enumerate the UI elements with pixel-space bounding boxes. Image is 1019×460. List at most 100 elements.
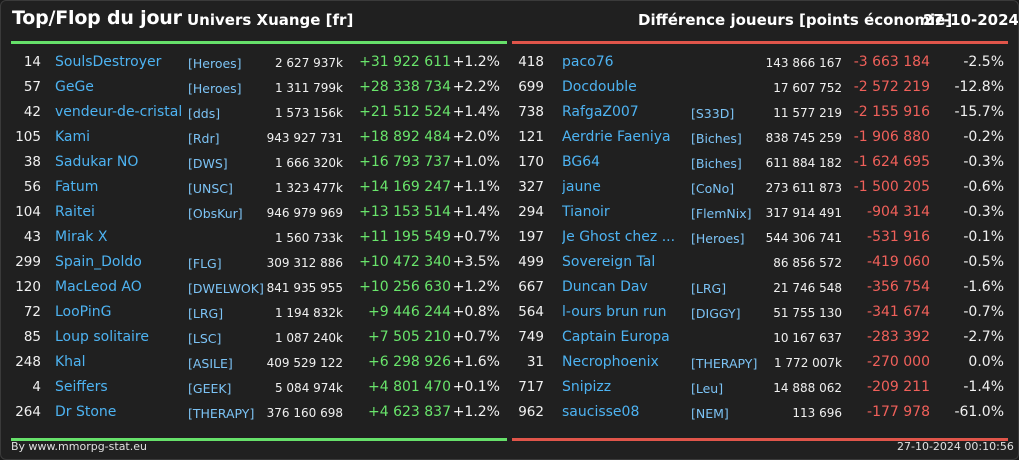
points-difference: -209 211 [867,379,930,395]
guild-tag[interactable]: [S33D] [691,106,735,121]
player-total-points: 86 856 572 [773,256,842,270]
top-panel: 14 SoulsDestroyer [Heroes] 2 627 937k +31 92… [11,41,507,441]
guild-tag[interactable]: [DIGGY] [691,306,741,321]
percent-change: +1.1% [452,179,500,195]
player-name-link[interactable]: saucisse08 [562,404,640,420]
player-name-link[interactable]: RafgaZ007 [562,104,639,120]
player-name-link[interactable]: GeGe [55,79,94,95]
player-name-link[interactable]: Sadukar NO [55,154,139,170]
player-name-link[interactable]: Sovereign Tal [562,254,656,270]
player-rank: 43 [23,229,41,245]
player-total-points: 2 627 937k [274,56,343,70]
player-total-points: 838 745 259 [765,131,842,145]
player-name-link[interactable]: Mirak X [55,229,108,245]
guild-tag[interactable]: [GEEK] [188,381,232,396]
guild-tag[interactable]: [dds] [188,106,221,121]
player-name-link[interactable]: Khal [55,354,86,370]
flop-row: 564 l-ours brun run [DIGGY] 51 755 130 -341 … [512,300,1008,325]
player-name-link[interactable]: LooPinG [55,304,112,320]
flop-row: 499 Sovereign Tal 86 856 572 -419 060 -0.5% [512,250,1008,275]
guild-tag[interactable]: [Leu] [691,381,724,396]
guild-tag[interactable]: [ASILE] [188,356,233,371]
percent-change: +1.4% [452,204,500,220]
points-difference: -531 916 [867,229,930,245]
player-name-link[interactable]: l-ours brun run [562,304,667,320]
percent-change: +1.0% [452,154,500,170]
top-row: 299 Spain_Doldo [FLG] 309 312 886 +10 472 34… [11,250,507,275]
guild-tag[interactable]: [Biches] [691,131,742,146]
points-difference: -1 500 205 [853,179,930,195]
player-name-link[interactable]: MacLeod AO [55,279,142,295]
player-name-link[interactable]: Snipizz [562,379,612,395]
guild-tag[interactable]: [THERAPY] [691,356,758,371]
source-credit[interactable]: By www.mmorpg-stat.eu [11,440,147,453]
percent-change: -61.0% [954,404,1004,420]
points-difference: -356 754 [867,279,930,295]
points-difference: +28 338 734 [359,79,451,95]
top-row: 105 Kami [Rdr] 943 927 731 +18 892 484 +2.0% [11,125,507,150]
player-name-link[interactable]: SoulsDestroyer [55,54,162,70]
player-total-points: 1 311 799k [274,81,343,95]
player-name-link[interactable]: Dr Stone [55,404,117,420]
player-total-points: 17 607 752 [773,81,842,95]
player-name-link[interactable]: Raitei [55,204,95,220]
percent-change: -1.6% [963,279,1004,295]
player-name-link[interactable]: Duncan Dav [562,279,648,295]
guild-tag[interactable]: [LRG] [188,306,224,321]
guild-tag[interactable]: [THERAPY] [188,406,255,421]
guild-tag[interactable]: [DWS] [188,156,228,171]
guild-tag[interactable]: [FlemNix] [691,206,752,221]
points-difference: +9 446 244 [368,304,451,320]
flop-list: 418 paco76 143 866 167 -3 663 184 -2.5% 699 Do… [512,50,1008,425]
player-name-link[interactable]: Tianoir [562,204,610,220]
player-name-link[interactable]: Kami [55,129,91,145]
flop-row: 717 Snipizz [Leu] 14 888 062 -209 211 -1.4% [512,375,1008,400]
percent-change: +1.2% [452,54,500,70]
guild-tag[interactable]: [Heroes] [188,56,242,71]
percent-change: -0.7% [963,304,1004,320]
flop-row: 170 BG64 [Biches] 611 884 182 -1 624 695 -0.3… [512,150,1008,175]
points-difference: -3 663 184 [853,54,930,70]
points-difference: -1 906 880 [853,129,930,145]
metric-label: Différence joueurs [points économie] [638,11,953,29]
points-difference: +16 793 737 [359,154,451,170]
guild-tag[interactable]: [NEM] [691,406,729,421]
player-rank: 248 [15,354,41,370]
player-total-points: 5 084 974k [274,381,343,395]
player-name-link[interactable]: Je Ghost chez ... [562,229,676,245]
guild-tag[interactable]: [FLG] [188,256,222,271]
player-name-link[interactable]: Loup solitaire [55,329,149,345]
guild-tag[interactable]: [DWELWOK] [188,281,264,296]
guild-tag[interactable]: [LRG] [691,281,727,296]
percent-change: +1.6% [452,354,500,370]
player-name-link[interactable]: Spain_Doldo [55,254,142,270]
player-rank: 418 [518,54,544,70]
percent-change: -15.7% [954,104,1004,120]
player-name-link[interactable]: Docdouble [562,79,637,95]
percent-change: -12.8% [954,79,1004,95]
percent-change: +0.7% [452,229,500,245]
points-difference: -283 392 [867,329,930,345]
player-name-link[interactable]: Captain Europa [562,329,670,345]
player-total-points: 11 577 219 [773,106,842,120]
guild-tag[interactable]: [CoNo] [691,181,735,196]
player-name-link[interactable]: Aerdrie Faeniya [562,129,671,145]
player-name-link[interactable]: Necrophoenix [562,354,659,370]
guild-tag[interactable]: [Biches] [691,156,742,171]
player-name-link[interactable]: Seiffers [55,379,108,395]
guild-tag[interactable]: [Heroes] [691,231,745,246]
guild-tag[interactable]: [Rdr] [188,131,220,146]
player-total-points: 946 979 969 [266,206,343,220]
percent-change: -0.1% [963,229,1004,245]
percent-change: -0.6% [963,179,1004,195]
guild-tag[interactable]: [ObsKur] [188,206,243,221]
player-name-link[interactable]: vendeur-de-cristal [55,104,183,120]
player-name-link[interactable]: Fatum [55,179,99,195]
player-name-link[interactable]: paco76 [562,54,614,70]
player-name-link[interactable]: BG64 [562,154,601,170]
guild-tag[interactable]: [Heroes] [188,81,242,96]
guild-tag[interactable]: [LSC] [188,331,222,346]
guild-tag[interactable]: [UNSC] [188,181,233,196]
player-name-link[interactable]: jaune [562,179,601,195]
flop-row: 418 paco76 143 866 167 -3 663 184 -2.5% [512,50,1008,75]
